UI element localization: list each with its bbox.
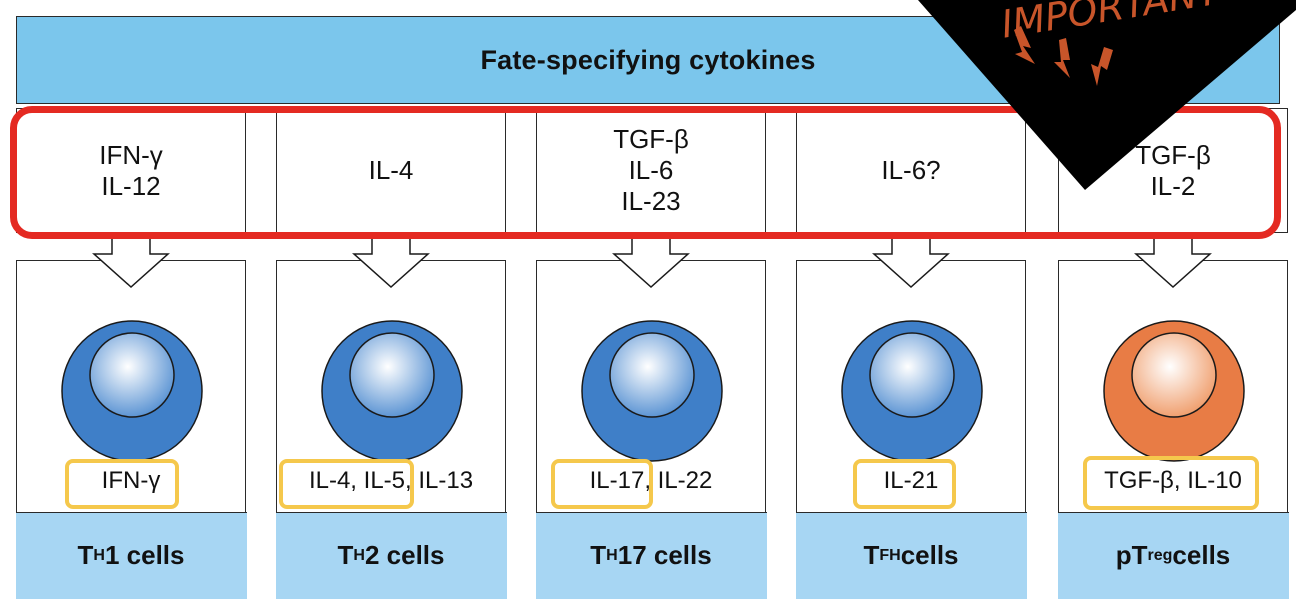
inducer-item: TGF-β (1135, 139, 1211, 170)
down-arrow-icon (1134, 235, 1212, 289)
down-arrow-icon (352, 235, 430, 289)
highlight-box-tfh (853, 459, 956, 509)
highlight-box-ptreg (1083, 456, 1259, 510)
inducer-item: IL-12 (101, 170, 161, 201)
inducer-list: IL-4 (369, 155, 414, 186)
highlight-box-th17 (551, 459, 653, 509)
down-arrow-icon (92, 235, 170, 289)
inducer-item: IL-4 (368, 155, 414, 185)
inducer-item: IL-23 (621, 186, 681, 216)
cell-label-tfh: T FH cells (795, 511, 1027, 599)
inducer-item: IFN-γ (99, 139, 163, 170)
highlight-outline-cytokine-row (10, 106, 1281, 239)
inducer-box-th2: IL-4 (276, 108, 506, 233)
down-arrow-icon (612, 235, 690, 289)
inducer-item: IL-6? (881, 155, 941, 185)
inducer-list: IFN-γ IL-12 (99, 140, 163, 202)
header-title: Fate-specifying cytokines (480, 44, 816, 75)
highlight-box-th2 (279, 459, 414, 509)
cell-box-th17: IL-17, IL-22 T H 17 cells (535, 260, 767, 599)
down-arrow-icon (872, 235, 950, 289)
ptreg-cell-icon (1103, 320, 1245, 462)
inducer-box-th17: TGF-β IL-6 IL-23 (536, 108, 766, 233)
th2-cell-icon (321, 320, 463, 462)
cell-box-ptreg: TGF-β, IL-10 pT reg cells (1057, 260, 1289, 599)
tfh-cell-icon (841, 320, 983, 462)
highlight-box-th1 (65, 459, 179, 509)
th1-cell-icon (61, 320, 203, 462)
inducer-item: IL-6 (628, 155, 674, 185)
inducer-list: TGF-β IL-2 (1135, 140, 1211, 202)
inducer-item: IL-2 (1150, 170, 1196, 201)
down-arrow-icon (1014, 26, 1113, 86)
secreted-cytokines-th2: IL-4, IL-5, IL-13 (308, 467, 474, 494)
secreted-cytokines-tfh: IL-21 (883, 467, 939, 494)
inducer-list: IL-6? (881, 155, 940, 186)
inducer-item: TGF-β (613, 124, 689, 154)
secreted-cytokines-ptreg: TGF-β, IL-10 (1104, 467, 1242, 494)
cell-label-ptreg: pT reg cells (1057, 511, 1289, 599)
inducer-list: TGF-β IL-6 IL-23 (613, 124, 689, 217)
secreted-cytokines-th1: IFN-γ (101, 467, 161, 494)
cell-label-th17: T H 17 cells (535, 511, 767, 599)
cell-box-tfh: IL-21 T FH cells (795, 260, 1027, 599)
inducer-box-tfh: IL-6? (796, 108, 1026, 233)
th17-cell-icon (581, 320, 723, 462)
